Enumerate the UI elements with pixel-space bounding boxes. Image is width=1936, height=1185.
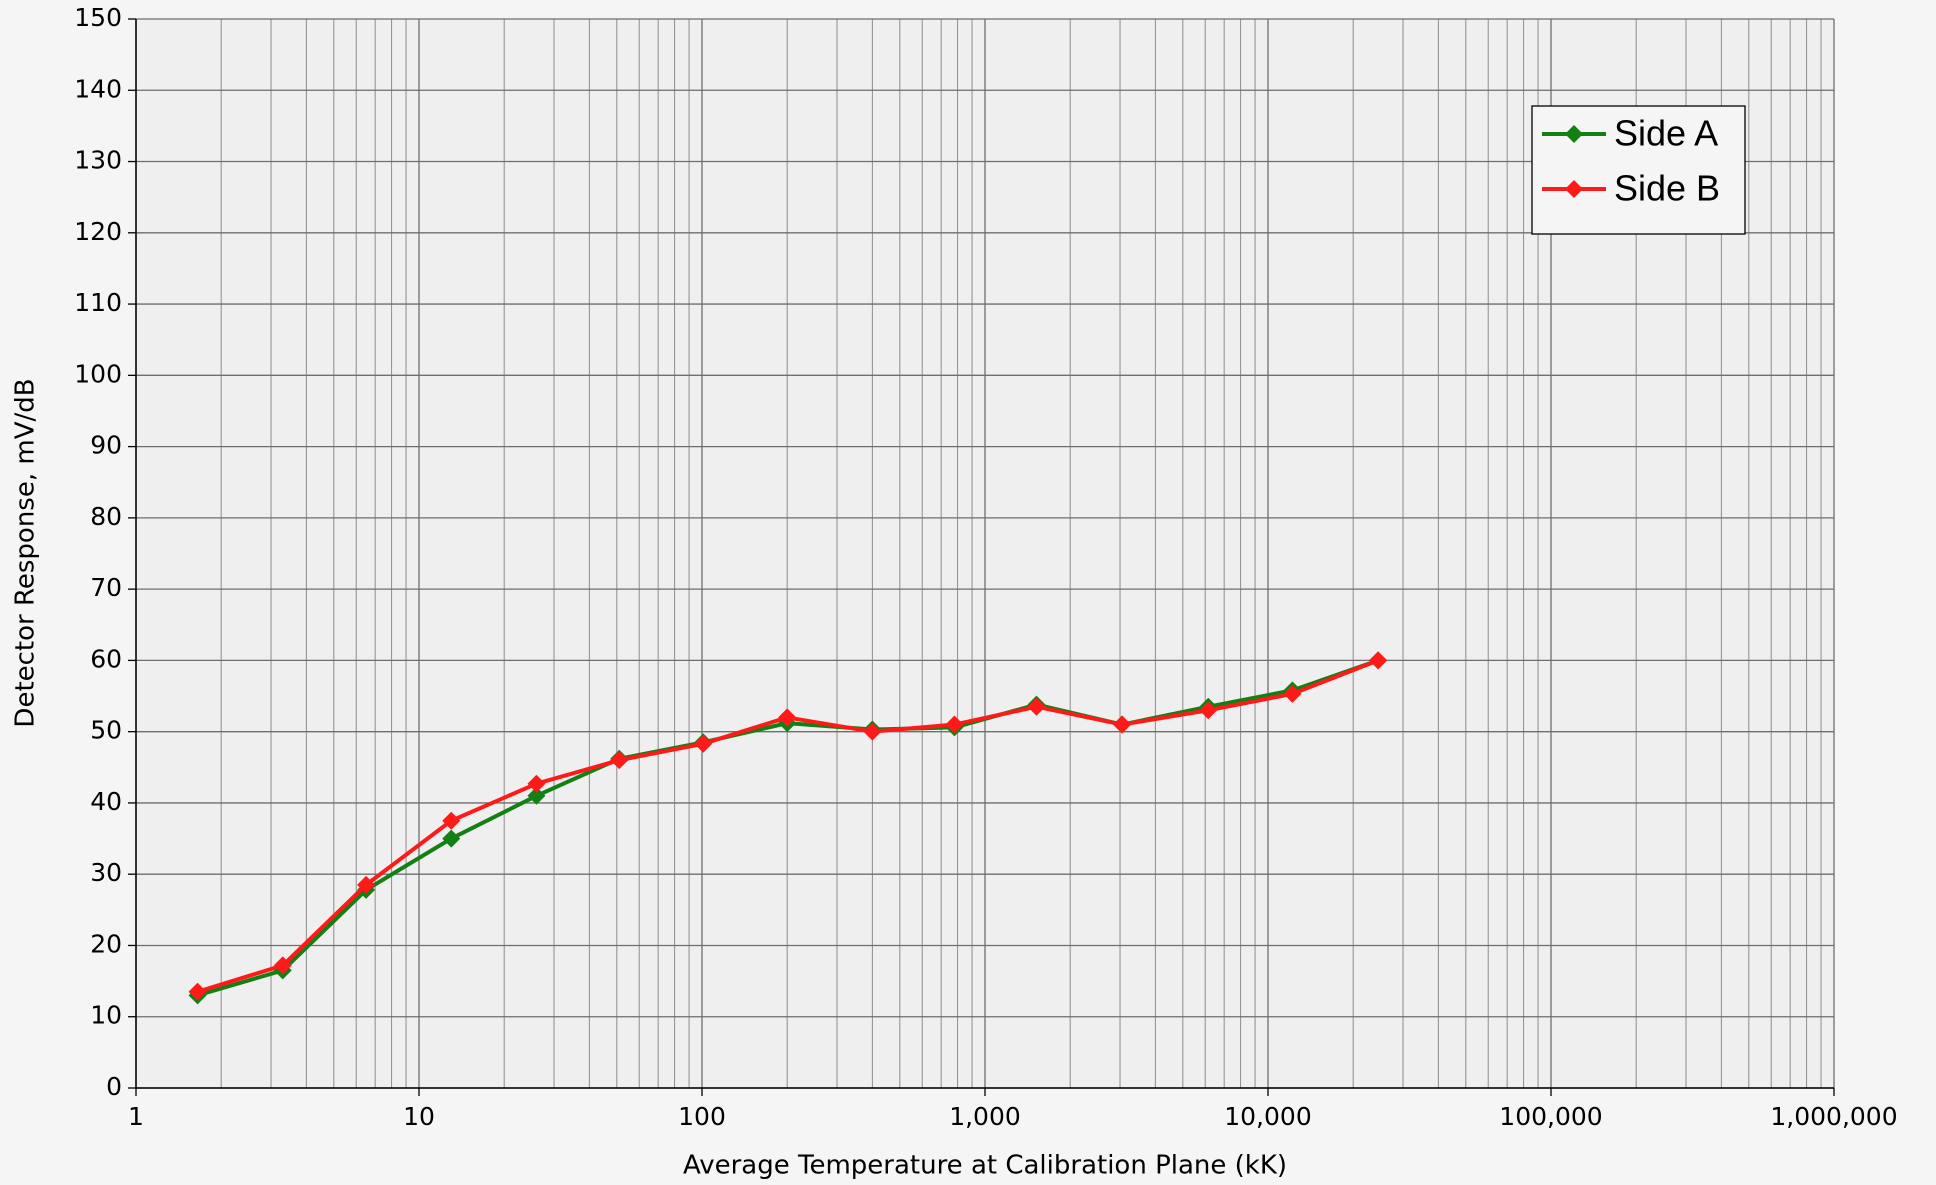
data-point: [442, 811, 461, 830]
data-point: [1369, 651, 1388, 670]
x-tick-label: 100,000: [1499, 1102, 1602, 1131]
data-point: [1283, 684, 1302, 703]
y-tick-label: 130: [74, 146, 122, 175]
y-tick-label: 40: [90, 787, 122, 816]
data-point: [527, 774, 546, 793]
data-point: [273, 956, 292, 975]
data-point: [1113, 715, 1132, 734]
x-tick-label: 1,000,000: [1770, 1102, 1897, 1131]
data-point: [945, 715, 964, 734]
data-point: [694, 734, 713, 753]
x-axis-label: Average Temperature at Calibration Plane…: [683, 1151, 1287, 1181]
legend-marker: [1565, 180, 1583, 198]
y-tick-label: 90: [90, 431, 122, 460]
data-point: [357, 875, 376, 894]
data-point: [527, 786, 546, 805]
legend-marker: [1565, 125, 1583, 143]
legend-label: Side A: [1614, 113, 1718, 154]
x-tick-label: 1,000: [949, 1102, 1021, 1131]
y-tick-label: 70: [90, 573, 122, 602]
data-point: [1027, 697, 1046, 716]
x-tick-label: 10,000: [1224, 1102, 1311, 1131]
y-tick-label: 0: [106, 1072, 122, 1101]
data-point: [188, 982, 207, 1001]
y-tick-label: 10: [90, 1001, 122, 1030]
y-tick-label: 100: [74, 359, 122, 388]
data-point: [778, 708, 797, 727]
y-axis-label: Detector Response, mV/dB: [11, 378, 41, 727]
data-point: [863, 722, 882, 741]
data-point: [442, 829, 461, 848]
x-tick-label: 10: [403, 1102, 435, 1131]
data-point: [610, 751, 629, 770]
x-tick-label: 100: [678, 1102, 726, 1131]
y-tick-label: 120: [74, 217, 122, 246]
y-tick-label: 110: [74, 288, 122, 317]
y-tick-label: 80: [90, 502, 122, 531]
y-tick-label: 150: [74, 3, 122, 32]
y-tick-label: 140: [74, 74, 122, 103]
y-tick-label: 50: [90, 716, 122, 745]
y-tick-label: 20: [90, 929, 122, 958]
data-point: [1199, 701, 1218, 720]
legend-box: [1531, 105, 1746, 235]
y-tick-label: 30: [90, 858, 122, 887]
y-tick-label: 60: [90, 644, 122, 673]
legend-label: Side B: [1614, 168, 1720, 209]
x-tick-label: 1: [128, 1102, 144, 1131]
